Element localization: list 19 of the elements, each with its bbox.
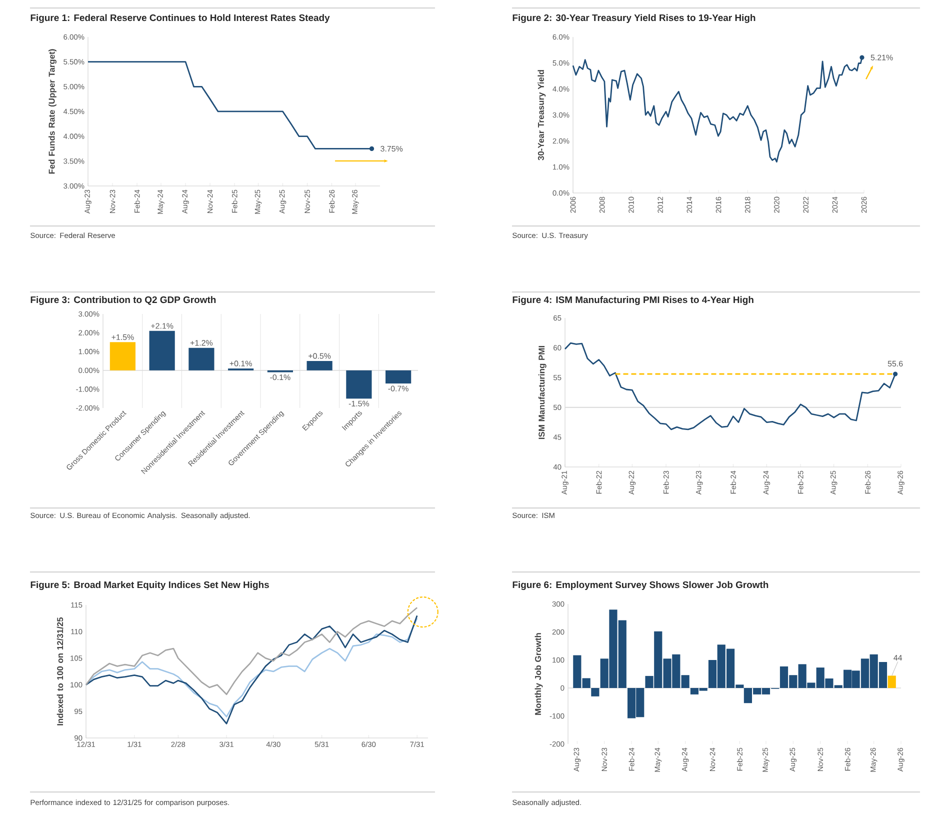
- bar: [591, 688, 600, 696]
- bar: [888, 676, 896, 688]
- bar: [346, 370, 372, 399]
- chart-title: Figure 6: Employment Survey Shows Slower Job Growth: [512, 581, 768, 590]
- chart-title: Figure 3: Contribution to Q2 GDP Growth: [30, 296, 216, 305]
- chart-title: Figure 5: Broad Market Equity Indices Set New Highs: [30, 581, 269, 590]
- y-axis-title: 30-Year Treasury Yield: [538, 70, 546, 160]
- bar: [110, 342, 136, 370]
- y-axis-title: Monthly Job Growth: [534, 633, 543, 715]
- bar: [386, 370, 412, 384]
- chart-title: Figure 4: ISM Manufacturing PMI Rises to 4-Year High: [512, 296, 754, 305]
- y-axis-title: Indexed to 100 on 12/31/25: [56, 617, 64, 726]
- y-axis-title: Fed Funds Rate (Upper Target): [48, 49, 56, 174]
- bar: [188, 348, 214, 370]
- bar: [306, 360, 332, 370]
- chart-title: Figure 1: Federal Reserve Continues to Hold Interest Rates Steady: [30, 14, 330, 23]
- chart-title: Figure 2: 30-Year Treasury Yield Rises to 19-Year High: [512, 14, 756, 23]
- bar: [149, 330, 175, 370]
- y-axis-title: ISM Manufacturing PMI: [538, 346, 546, 439]
